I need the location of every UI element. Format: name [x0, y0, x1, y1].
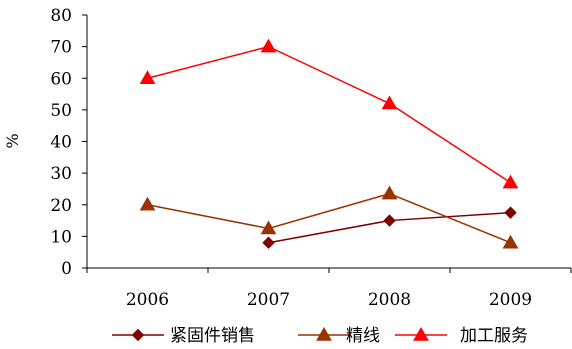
data-point	[262, 236, 275, 249]
axes	[86, 15, 571, 269]
legend: 紧固件销售 精线 加工服务	[112, 326, 528, 346]
axis-ticks	[82, 14, 572, 273]
legend-label: 紧固件销售	[170, 326, 255, 346]
y-tick-label: 20	[50, 196, 72, 216]
series-1	[139, 185, 519, 249]
legend-label: 加工服务	[460, 326, 528, 346]
x-tick-label: 2009	[489, 290, 532, 310]
data-point	[139, 70, 156, 84]
data-point	[502, 174, 519, 189]
y-tick-label: 0	[61, 259, 72, 279]
y-tick-label: 70	[50, 38, 72, 58]
data-point	[383, 214, 396, 227]
legend-marker	[131, 328, 145, 342]
y-tick-label: 50	[50, 101, 72, 121]
data-point	[504, 206, 517, 219]
data-point	[260, 38, 277, 53]
data-point	[139, 196, 156, 211]
y-tick-label: 60	[50, 69, 72, 89]
x-tick-label: 2008	[368, 290, 411, 310]
data-point	[381, 95, 398, 110]
x-axis-tick-labels: 2006 2007 2008 2009	[126, 290, 532, 310]
legend-marker	[316, 326, 332, 341]
y-tick-label: 30	[50, 164, 72, 184]
series-line	[147, 45, 511, 184]
legend-label: 精线	[346, 326, 380, 346]
series-0	[262, 206, 517, 249]
data-point	[381, 185, 398, 200]
x-tick-label: 2007	[247, 290, 290, 310]
legend-marker	[413, 326, 429, 341]
y-axis-tick-labels: 0 10 20 30 40 50 60 70 80	[50, 6, 72, 279]
series-2	[139, 38, 519, 189]
data-point	[260, 220, 277, 235]
series-layer	[139, 38, 519, 249]
y-tick-label: 80	[50, 6, 72, 26]
y-tick-label: 10	[50, 227, 72, 247]
data-point	[502, 234, 519, 249]
series-line	[147, 192, 511, 244]
y-tick-label: 40	[50, 133, 72, 153]
y-axis-title: %	[3, 133, 22, 148]
x-tick-label: 2006	[126, 290, 169, 310]
